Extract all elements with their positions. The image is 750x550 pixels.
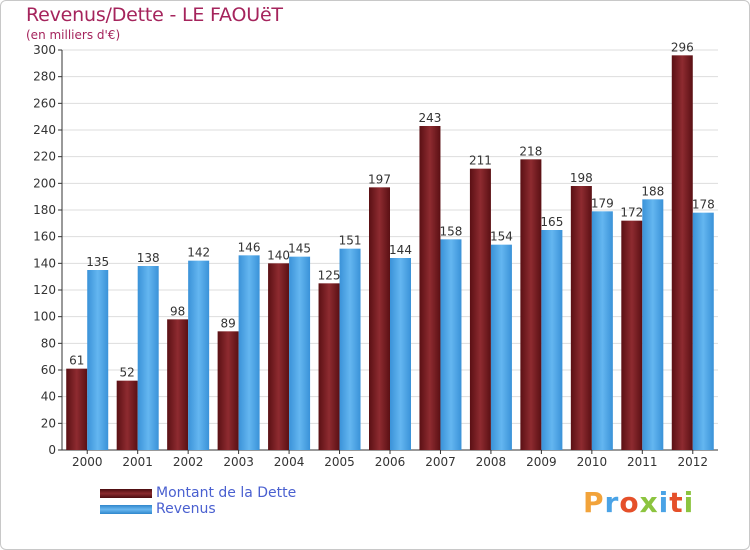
- bar-dette: [167, 319, 189, 450]
- legend-swatch-revenus: [100, 505, 152, 514]
- x-tick-label: 2011: [627, 455, 658, 469]
- y-tick-label: 180: [33, 203, 56, 217]
- data-label-dette: 140: [267, 248, 290, 262]
- bar-dette: [268, 263, 290, 450]
- x-tick-label: 2003: [223, 455, 254, 469]
- x-tick-label: 2012: [677, 455, 708, 469]
- data-label-revenus: 179: [591, 196, 614, 210]
- logo-letter: o: [619, 486, 640, 519]
- bar-revenus: [339, 248, 361, 450]
- bar-dette: [570, 186, 592, 450]
- bar-revenus: [440, 239, 462, 450]
- bar-dette: [217, 331, 239, 450]
- proxiti-logo: Proxiti: [583, 486, 694, 519]
- x-tick-label: 2006: [375, 455, 406, 469]
- data-label-dette: 61: [69, 354, 84, 368]
- bar-dette: [520, 159, 542, 451]
- x-tick-label: 2007: [425, 455, 456, 469]
- y-tick-label: 0: [48, 443, 56, 457]
- chart-title: Revenus/Dette - LE FAOUëT: [26, 4, 283, 26]
- y-tick-label: 200: [33, 176, 56, 190]
- legend-swatch-dette: [100, 489, 152, 498]
- y-tick-label: 240: [33, 123, 56, 137]
- x-tick-label: 2010: [577, 455, 608, 469]
- x-tick-label: 2004: [274, 455, 305, 469]
- y-tick-label: 160: [33, 230, 56, 244]
- legend-label-dette: Montant de la Dette: [156, 485, 297, 501]
- data-label-revenus: 146: [238, 240, 261, 254]
- bar-revenus: [541, 230, 563, 450]
- logo-letter: x: [639, 486, 659, 519]
- data-label-dette: 125: [318, 268, 341, 282]
- data-label-dette: 172: [620, 206, 643, 220]
- bar-revenus: [390, 258, 411, 450]
- y-tick-label: 260: [33, 96, 56, 110]
- bar-revenus: [591, 211, 613, 450]
- y-tick-label: 60: [41, 363, 56, 377]
- data-label-dette: 98: [170, 304, 185, 318]
- data-label-revenus: 188: [641, 184, 664, 198]
- data-label-revenus: 165: [540, 215, 563, 229]
- data-label-revenus: 151: [339, 234, 362, 248]
- y-tick-label: 100: [33, 310, 56, 324]
- data-label-dette: 197: [368, 172, 391, 186]
- data-label-revenus: 144: [389, 243, 412, 257]
- bar-dette: [66, 368, 88, 450]
- bar-dette: [419, 126, 441, 450]
- x-tick-label: 2000: [72, 455, 103, 469]
- x-tick-label: 2005: [324, 455, 355, 469]
- bar-revenus: [289, 256, 311, 450]
- y-tick-label: 140: [33, 256, 56, 270]
- bar-dette: [469, 168, 491, 450]
- y-tick-label: 20: [41, 416, 56, 430]
- y-tick-label: 120: [33, 283, 56, 297]
- data-label-revenus: 142: [187, 246, 210, 260]
- y-tick-label: 80: [41, 336, 56, 350]
- legend-label-revenus: Revenus: [156, 501, 216, 517]
- bar-dette: [116, 380, 138, 450]
- data-label-dette: 243: [419, 111, 442, 125]
- data-label-dette: 211: [469, 154, 492, 168]
- bar-revenus: [642, 199, 664, 450]
- chart-subtitle: (en milliers d'€): [26, 28, 121, 42]
- data-label-revenus: 145: [288, 242, 311, 256]
- x-tick-label: 2008: [476, 455, 507, 469]
- bar-dette: [318, 283, 340, 450]
- bar-dette: [369, 187, 390, 451]
- bar-revenus: [188, 260, 210, 450]
- y-tick-label: 280: [33, 70, 56, 84]
- x-tick-label: 2009: [526, 455, 557, 469]
- logo-letter: P: [583, 486, 605, 519]
- logo-letter: i: [683, 486, 695, 519]
- data-label-dette: 52: [120, 366, 135, 380]
- data-label-dette: 218: [519, 144, 542, 158]
- y-tick-label: 220: [33, 150, 56, 164]
- bar-revenus: [137, 266, 159, 450]
- data-label-revenus: 178: [692, 198, 715, 212]
- data-label-revenus: 158: [440, 224, 463, 238]
- x-tick-label: 2002: [173, 455, 204, 469]
- data-label-revenus: 135: [86, 255, 109, 269]
- data-label-dette: 296: [671, 40, 694, 54]
- bar-dette: [671, 55, 693, 450]
- data-label-dette: 89: [220, 316, 235, 330]
- y-tick-label: 300: [33, 43, 56, 57]
- bar-revenus: [490, 244, 512, 450]
- data-label-revenus: 138: [137, 251, 160, 265]
- logo-letter: t: [669, 486, 684, 519]
- logo-letter: i: [658, 486, 670, 519]
- data-label-revenus: 154: [490, 230, 513, 244]
- bar-dette: [621, 220, 643, 450]
- x-tick-label: 2001: [122, 455, 153, 469]
- bar-revenus: [692, 212, 714, 450]
- bar-revenus: [87, 270, 109, 450]
- bar-revenus: [238, 255, 260, 450]
- y-tick-label: 40: [41, 390, 56, 404]
- data-label-dette: 198: [570, 171, 593, 185]
- logo-letter: r: [604, 486, 620, 519]
